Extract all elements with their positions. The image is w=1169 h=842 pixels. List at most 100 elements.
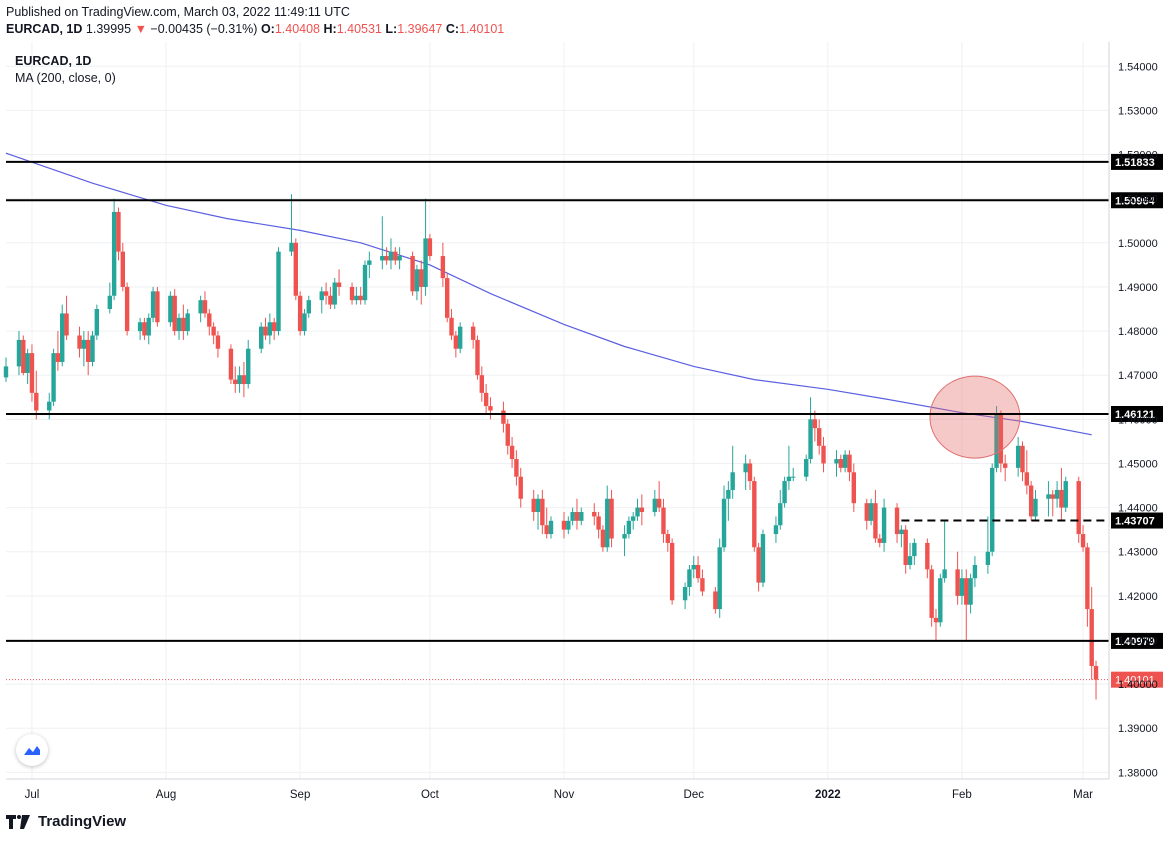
candle-body [289, 242, 294, 252]
candle-down [483, 384, 489, 415]
high-value: 1.40531 [336, 22, 382, 36]
candle-body [959, 578, 965, 596]
candle-body [639, 507, 645, 513]
candle-down [656, 481, 662, 513]
candle-body [743, 463, 748, 473]
level-price-tag [1111, 192, 1163, 209]
candle-body [276, 251, 281, 332]
candle-body [457, 326, 463, 349]
candle-body [847, 454, 852, 473]
candle-body [669, 542, 675, 601]
candle-down [293, 238, 299, 301]
candle-body [968, 578, 973, 605]
candle-up [259, 322, 264, 354]
candle-body [990, 467, 995, 552]
candle-up [185, 308, 190, 336]
candle-up [760, 529, 766, 588]
candle-body [938, 578, 943, 623]
candle-body [124, 286, 130, 332]
candle-body [721, 498, 727, 548]
candle-up [938, 573, 943, 627]
chart-header: Published on TradingView.com, March 03, … [6, 4, 504, 38]
candle-up [773, 516, 779, 543]
tradingview-logo-icon [6, 814, 30, 829]
candle-up [1033, 489, 1038, 521]
candle-body [544, 525, 549, 535]
candle-down [55, 331, 61, 371]
candle-body [16, 339, 22, 367]
candle-down [851, 463, 856, 513]
candle-down [1024, 450, 1030, 495]
y-tick-label: 1.50000 [1118, 238, 1158, 250]
candle-body [1033, 498, 1038, 517]
candle-down [752, 476, 757, 552]
candle-body [570, 512, 575, 521]
candle-down [34, 370, 39, 420]
candle-down [669, 538, 675, 605]
candle-body [237, 375, 242, 385]
candle-body [609, 498, 614, 539]
candle-up [985, 516, 991, 574]
candle-down [21, 335, 26, 376]
candle-up [566, 516, 571, 535]
candle-body [241, 375, 247, 385]
candle-body [881, 507, 887, 543]
candle-body [202, 300, 208, 314]
candle-down [540, 489, 545, 535]
candle-body [695, 564, 701, 579]
candle-body [388, 251, 394, 261]
tradingview-badge[interactable] [16, 734, 48, 766]
candle-body [1054, 489, 1060, 499]
candle-down [501, 401, 506, 433]
candle-up [1063, 476, 1068, 513]
y-tick-label: 1.52000 [1118, 150, 1158, 162]
candle-body [912, 542, 917, 557]
y-tick-label: 1.45000 [1118, 458, 1158, 470]
candle-body [116, 211, 121, 252]
candle-down [271, 317, 277, 340]
candle-up [150, 286, 156, 323]
candle-body [501, 410, 506, 424]
candle-up [90, 331, 95, 367]
candle-down [241, 361, 247, 398]
candle-down [821, 436, 826, 473]
candle-down [1059, 467, 1064, 521]
candle-up [972, 556, 978, 588]
candle-down [574, 498, 580, 530]
candle-down [514, 450, 519, 486]
candle-down [925, 538, 930, 579]
candle-up [1015, 436, 1021, 477]
candle-up [834, 450, 839, 477]
candle-body [626, 520, 632, 535]
candle-up [60, 304, 65, 367]
candle-up [1046, 481, 1051, 517]
candle-down [488, 397, 493, 420]
candle-body [150, 291, 156, 318]
candle-body [419, 269, 424, 287]
candle-down [812, 410, 818, 442]
candle-body [297, 295, 303, 332]
candle-up [743, 454, 748, 490]
candle-up [107, 282, 113, 314]
candle-down [336, 269, 342, 296]
candle-up [959, 569, 965, 605]
candle-body [358, 295, 363, 301]
candle-body [228, 348, 234, 380]
candle-down [955, 551, 960, 605]
candle-down [933, 609, 939, 640]
candle-body [233, 379, 238, 385]
y-tick-label: 1.46000 [1118, 414, 1158, 426]
candle-body [868, 503, 874, 521]
candle-body [1050, 494, 1055, 499]
candle-body [488, 406, 493, 411]
candle-down [1002, 454, 1008, 482]
candle-down [1080, 525, 1086, 552]
price-change: −0.00435 (−0.31%) [150, 22, 258, 36]
candle-body [354, 295, 359, 301]
candle-up [570, 507, 575, 526]
candle-up [176, 313, 182, 340]
candle-body [622, 534, 627, 539]
candle-body [998, 414, 1004, 464]
candle-up [652, 489, 658, 517]
